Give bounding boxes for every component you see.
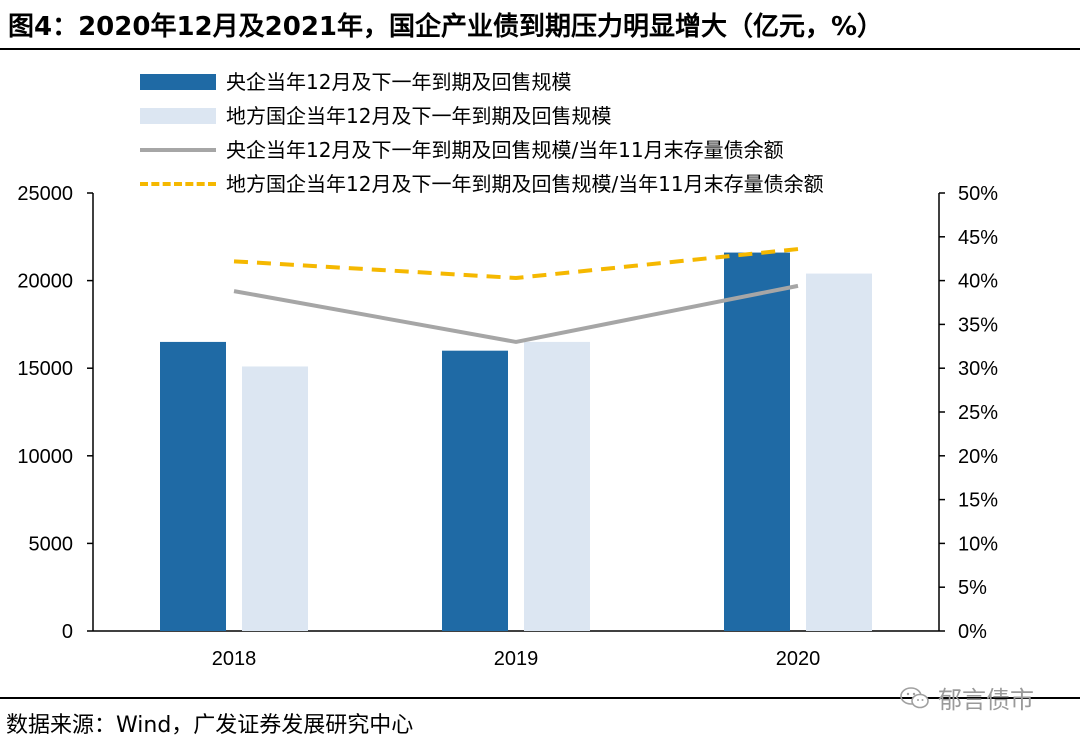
- line-central-ratio: [233, 283, 799, 344]
- y-right-tick-label: 15%: [958, 490, 998, 512]
- watermark: 郁言债市: [900, 680, 1034, 716]
- y-left-tick-label: 10000: [17, 446, 73, 468]
- bar-central: [160, 341, 226, 631]
- bar-local: [242, 366, 308, 631]
- wechat-icon: [900, 686, 929, 708]
- bar-local: [806, 273, 872, 631]
- legend-swatch-local-bar: [140, 108, 216, 124]
- y-right-tick-label: 45%: [958, 227, 998, 249]
- x-tick-label: 2019: [494, 648, 539, 670]
- source-note: 数据来源：Wind，广发证券发展研究中心: [6, 713, 414, 738]
- legend-swatch-central-bar: [140, 74, 216, 90]
- x-tick-label: 2018: [212, 648, 257, 670]
- bar-local: [524, 341, 590, 631]
- y-right-tick-label: 5%: [958, 577, 987, 599]
- y-left-tick-label: 5000: [29, 533, 74, 555]
- x-tick-label: 2020: [776, 648, 821, 670]
- footer-rule: [0, 697, 1080, 699]
- y-right-tick-label: 35%: [958, 314, 998, 336]
- watermark-text: 郁言债市: [938, 686, 1034, 714]
- chart-title: 图4：2020年12月及2021年，国企产业债到期压力明显增大（亿元，%）: [8, 12, 884, 42]
- bar-central: [724, 252, 790, 631]
- y-right-tick-label: 50%: [958, 183, 998, 205]
- chart-plot: 0 5000 10000 15000 20000 25000 0% 5% 10% 15% 20% 25…: [17, 183, 998, 670]
- legend-label-local-line: 地方国企当年12月及下一年到期及回售规模/当年11月末存量债余额: [226, 172, 824, 196]
- y-right-tick-label: 0%: [958, 621, 987, 643]
- y-right-tick-label: 10%: [958, 533, 998, 555]
- bar-central: [442, 350, 508, 631]
- legend-swatch-central-line: [140, 148, 216, 152]
- y-left-tick-label: 0: [62, 621, 73, 643]
- legend-label-central-bar: 央企当年12月及下一年到期及回售规模: [226, 70, 572, 94]
- y-right-tick-label: 30%: [958, 358, 998, 380]
- y-left-tick-label: 25000: [17, 183, 73, 205]
- y-right-tick-label: 20%: [958, 446, 998, 468]
- legend-label-local-bar: 地方国企当年12月及下一年到期及回售规模: [226, 104, 612, 128]
- title-bar: 图4：2020年12月及2021年，国企产业债到期压力明显增大（亿元，%）: [0, 0, 1080, 50]
- line-local-ratio: [233, 247, 799, 280]
- y-right-tick-label: 25%: [958, 402, 998, 424]
- y-left-tick-label: 20000: [17, 271, 73, 293]
- y-left-tick-label: 15000: [17, 358, 73, 380]
- legend-label-central-line: 央企当年12月及下一年到期及回售规模/当年11月末存量债余额: [226, 138, 784, 162]
- legend-swatch-local-line: [140, 182, 216, 186]
- y-right-tick-label: 40%: [958, 271, 998, 293]
